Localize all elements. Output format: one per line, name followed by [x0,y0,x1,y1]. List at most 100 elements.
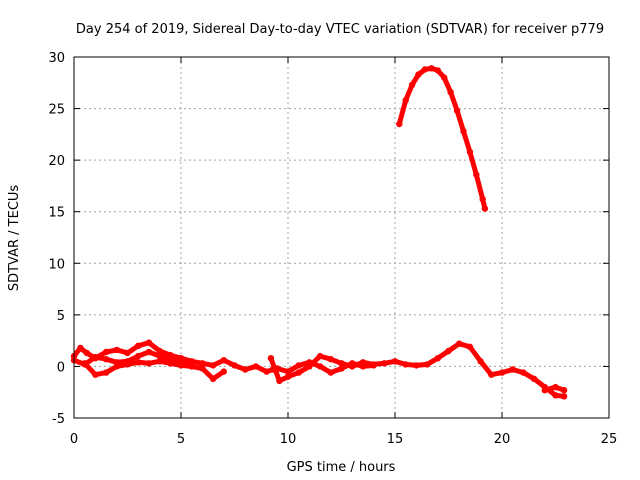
data-point [338,365,345,372]
data-point [473,171,480,178]
x-tick-label: 15 [387,432,404,447]
data-point [423,361,431,368]
data-point [466,343,474,350]
data-point [552,383,559,391]
data-point [145,339,153,346]
data-point [145,360,153,367]
data-point [263,368,270,375]
data-point [135,352,142,360]
data-point [541,387,548,394]
data-point [124,349,131,357]
data-point [396,120,403,128]
data-point [428,65,435,72]
data-point [408,81,416,89]
data-point [284,373,292,380]
data-point [402,97,409,104]
data-point [421,66,429,73]
data-point [102,369,110,376]
data-point [359,363,367,370]
data-point [220,368,227,375]
grid [74,57,609,418]
data-point [327,369,334,376]
data-point [434,355,441,362]
data-point [509,366,516,373]
data-point [199,360,206,367]
data-point [113,359,121,366]
data-point [252,363,260,370]
y-tick-label: 25 [48,103,65,118]
data-point [231,362,238,369]
data-point [447,88,454,96]
y-tick-label: 20 [48,154,65,169]
data-point [370,362,377,369]
data-point [453,107,461,114]
plot-frame [73,56,610,419]
data-point [520,369,527,376]
data-point [92,353,99,361]
data-point [295,362,302,369]
data-point [284,368,292,375]
data-point [327,356,334,363]
data-point [415,71,422,78]
data-point [177,359,185,366]
data-point [445,347,452,355]
data-point [188,358,195,365]
data-point [306,359,313,366]
data-point [481,205,489,212]
x-tick-label: 10 [280,432,297,447]
data-point [434,67,441,74]
data-point [188,363,195,370]
y-tick-label: -5 [52,412,65,427]
data-point [156,358,163,365]
x-tick-label: 20 [494,432,511,447]
data-point [479,196,486,203]
series-track-5 [274,359,377,376]
data-point [391,358,399,365]
data-point [274,365,281,372]
plot-area [70,65,568,400]
data-point [242,366,249,373]
data-point [466,148,474,156]
data-point [402,361,409,368]
data-point [488,371,495,378]
series-track-4 [268,341,567,399]
data-point [530,375,538,382]
data-point [92,371,99,378]
data-point [498,369,506,376]
data-point [209,362,217,369]
data-point [477,358,484,365]
data-point [560,393,568,400]
data-point [83,349,91,357]
data-point [349,360,356,367]
chart-title: Day 254 of 2019, Sidereal Day-to-day VTE… [76,22,604,37]
data-point [102,356,110,363]
data-point [145,348,153,356]
data-point [102,348,110,356]
data-point [156,347,163,355]
y-tick-label: 10 [48,257,65,272]
x-tick-label: 25 [601,432,618,447]
data-point [81,361,88,368]
data-point [338,360,345,367]
data-point [220,357,227,364]
axis-ticks: 0 5 10 15 20 25 -5 0 5 10 15 20 25 30 [48,51,617,447]
x-axis-label: GPS time / hours [287,460,396,475]
data-point [77,344,84,352]
data-point [156,352,163,360]
data-point [135,359,142,366]
data-point [552,392,559,399]
x-tick-label: 0 [70,432,78,447]
data-point [209,375,217,382]
y-axis-label: SDTVAR / TECUs [7,185,22,292]
data-point [316,352,324,360]
data-point [560,387,568,394]
data-point [460,128,467,135]
x-tick-label: 5 [177,432,185,447]
data-point [276,377,283,385]
series-track-7 [396,65,488,212]
data-point [413,362,420,369]
data-point [381,360,388,367]
y-tick-label: 0 [57,360,65,375]
data-point [124,358,131,365]
